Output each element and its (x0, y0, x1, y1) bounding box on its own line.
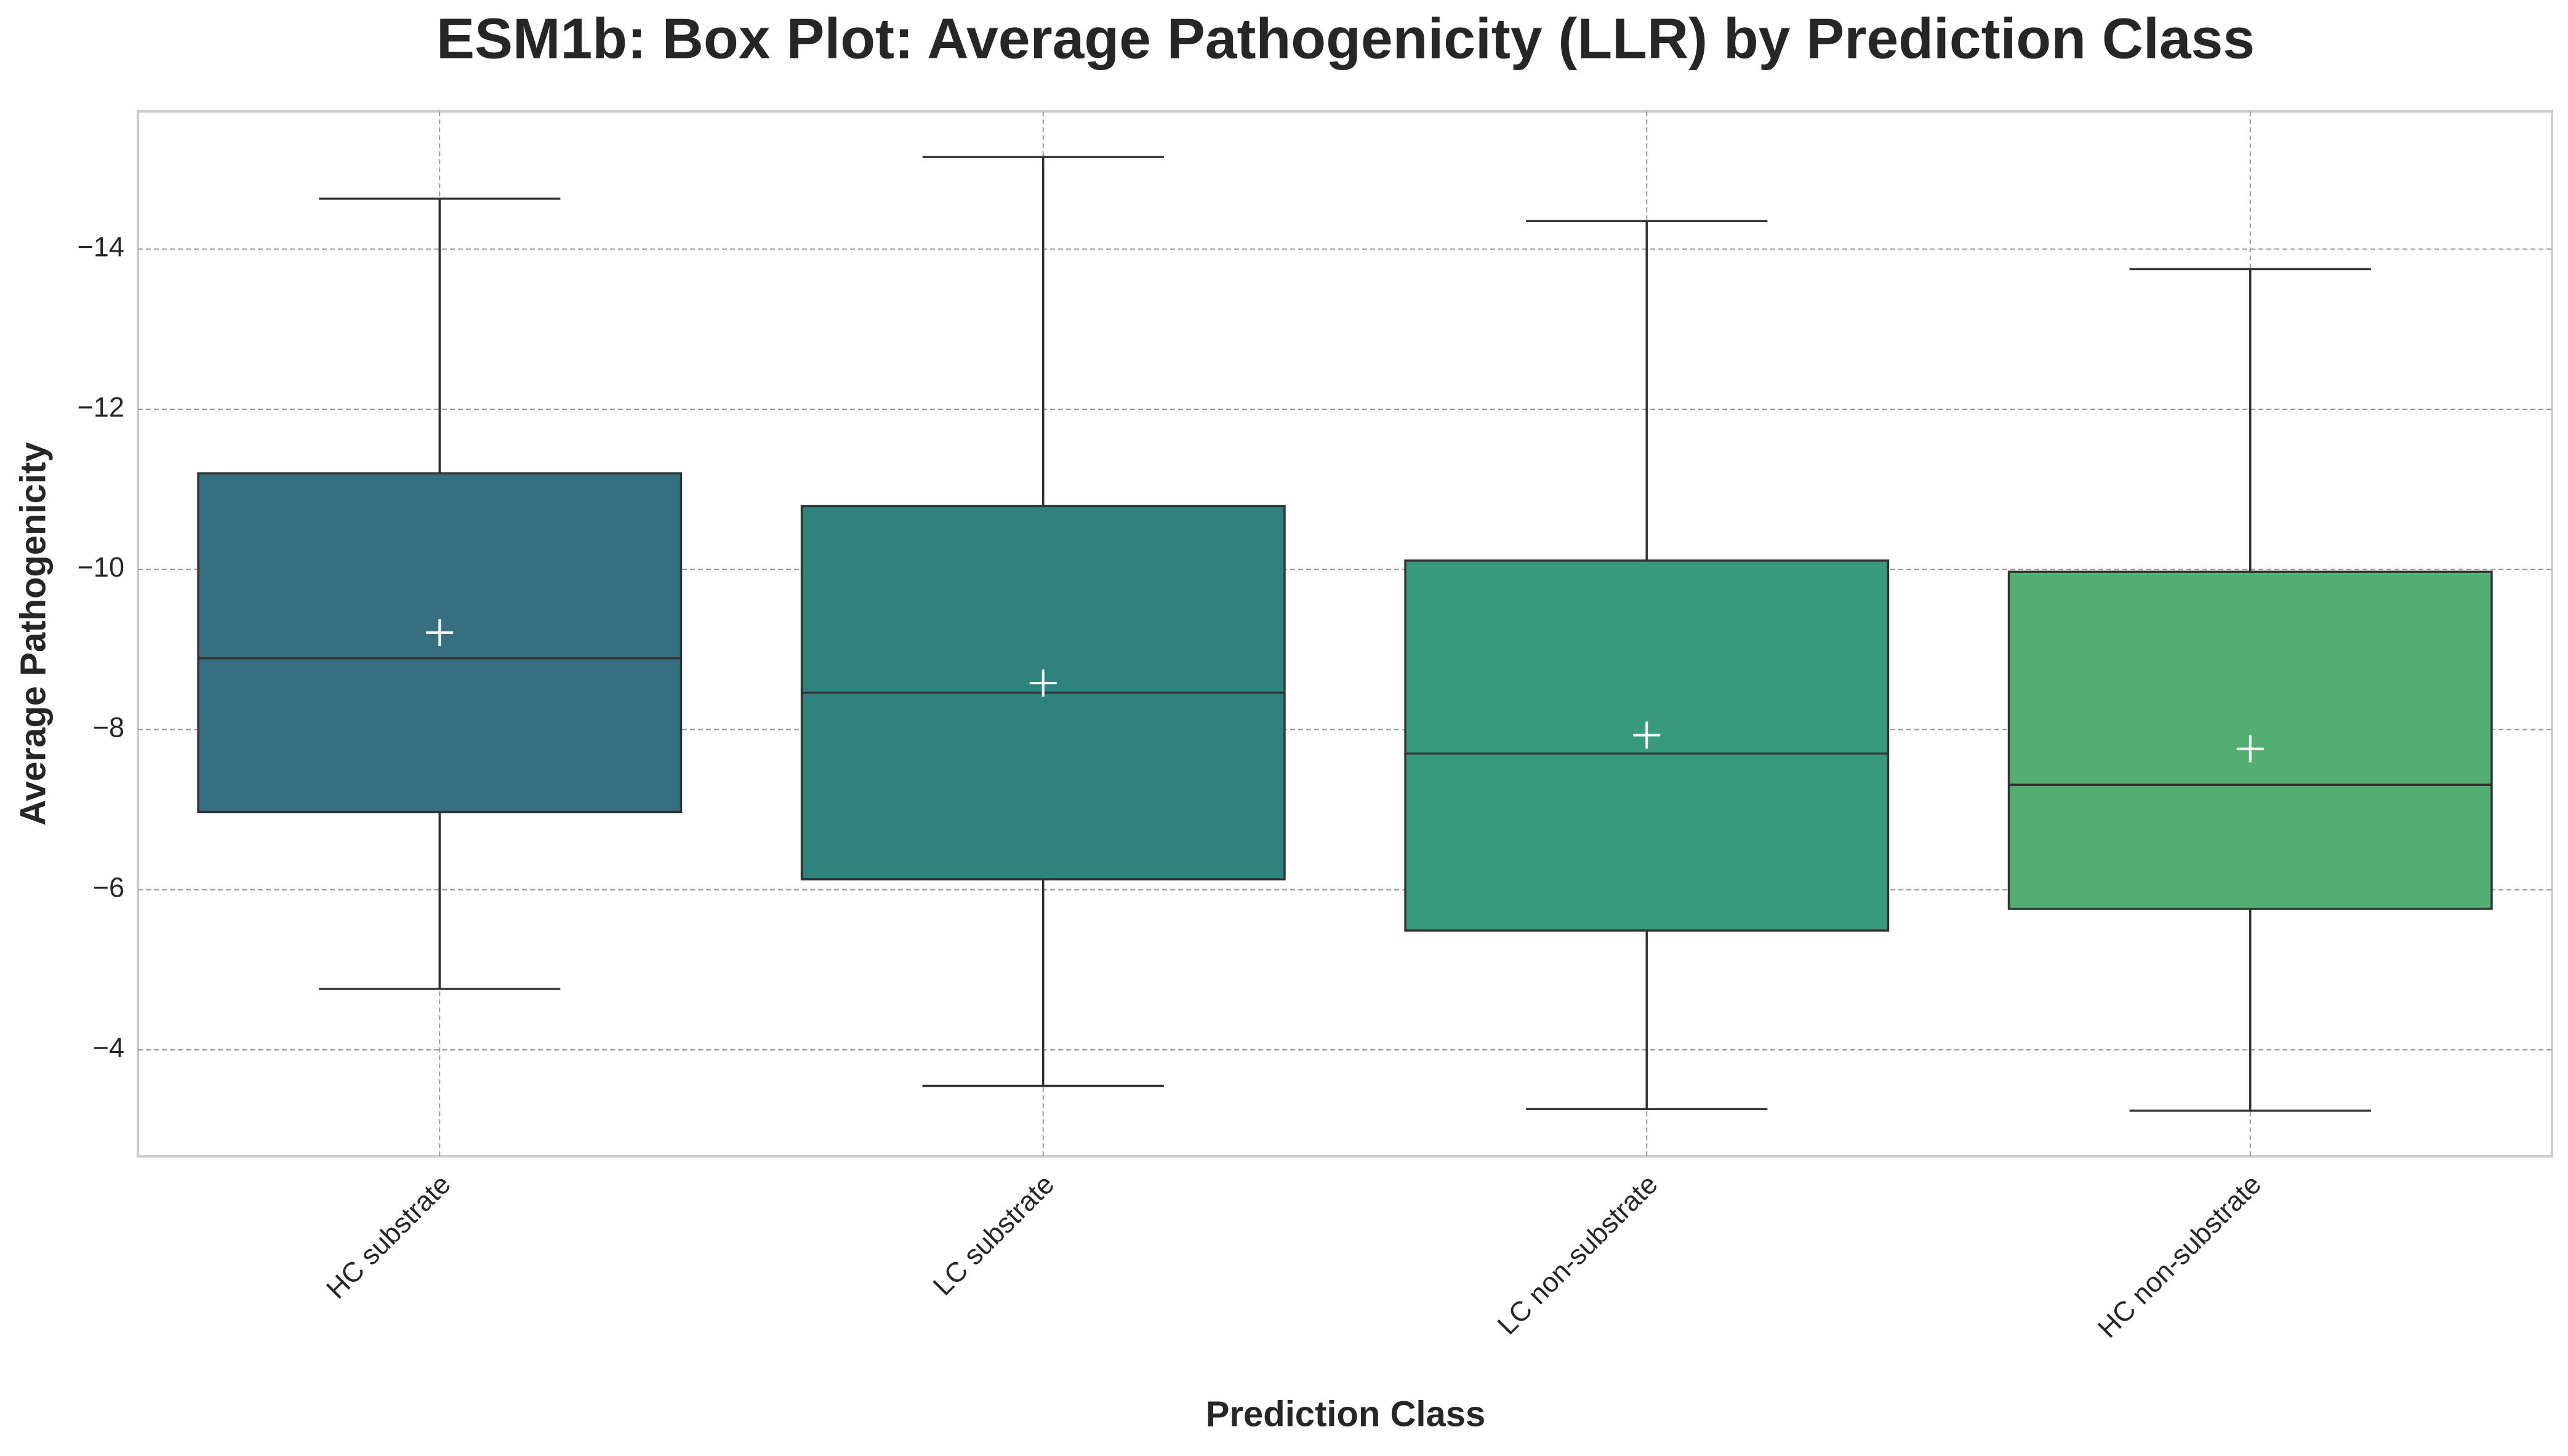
y-tick-label: −14 (78, 231, 124, 263)
x-tick-label: LC substrate (927, 1168, 1060, 1301)
x-tick-label: LC non-substrate (1491, 1168, 1664, 1340)
y-tick-label: −4 (93, 1032, 124, 1063)
x-tick-label: HC non-substrate (2092, 1168, 2267, 1343)
x-axis-label: Prediction Class (1206, 1394, 1485, 1434)
x-tick-label: HC substrate (320, 1168, 457, 1305)
mean-marker (1633, 721, 1661, 749)
mean-marker (2236, 735, 2264, 762)
y-tick-label: −12 (78, 391, 124, 423)
chart-title: ESM1b: Box Plot: Average Pathogenicity (… (436, 7, 2255, 71)
y-tick-label: −6 (93, 872, 124, 903)
y-tick-label: −10 (78, 551, 124, 583)
y-axis-label: Average Pathogenicity (13, 442, 53, 825)
y-tick-label: −8 (93, 711, 124, 743)
mean-marker (426, 619, 454, 647)
mean-marker (1029, 670, 1057, 697)
